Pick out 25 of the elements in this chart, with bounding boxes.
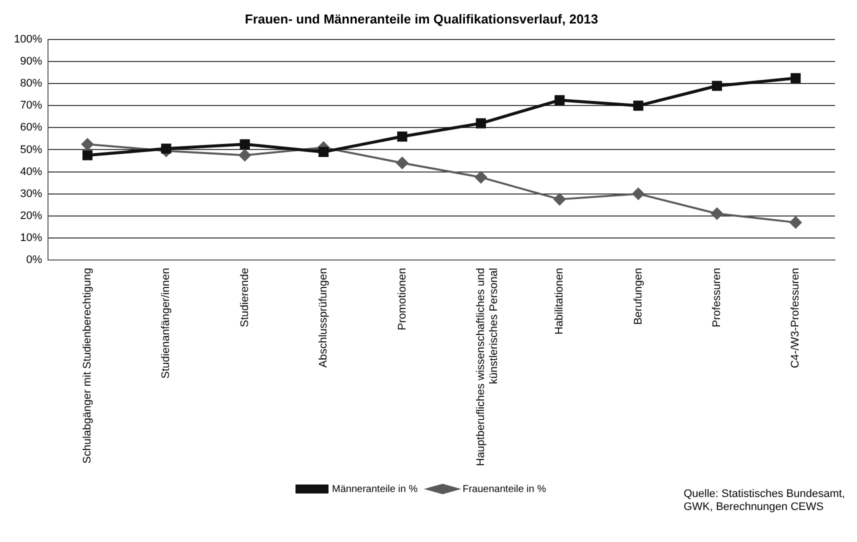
chart-title: Frauen- und Männeranteile im Qualifikationsverlauf, 2013 [244, 11, 598, 26]
y-tick-label: 90% [20, 56, 42, 68]
x-tick-label: Hauptberufliches wissenschaftliches und künstlerisches Personal [474, 268, 500, 466]
y-tick-label: 0% [26, 254, 42, 266]
y-tick-label: 20% [20, 210, 42, 222]
y-tick-label: 60% [20, 122, 42, 134]
source-note: Quelle: Statistisches Bundesamt, GWK, Berechnungen CEWS [684, 488, 845, 514]
x-tick-label: C4-/W3-Professuren [790, 268, 802, 368]
legend-label: Männeranteile in % [332, 484, 418, 495]
x-tick-label: Professuren [711, 268, 723, 328]
y-tick-label: 10% [20, 232, 42, 244]
y-tick-label: 70% [20, 100, 42, 112]
x-tick-label: Habilitationen [554, 268, 566, 335]
x-tick-label: Promotionen [396, 268, 408, 330]
y-tick-label: 100% [14, 34, 42, 46]
legend-label: Frauenanteile in % [462, 484, 546, 495]
y-tick-label: 50% [20, 144, 42, 156]
x-tick-label: Studienanfänger/innen [160, 268, 172, 379]
y-tick-label: 80% [20, 78, 42, 90]
x-tick-label: Schulabgänger mit Studienberechtigung [82, 268, 94, 464]
x-tick-label: Studierende [238, 268, 251, 328]
x-tick-label: Berufungen [632, 268, 644, 325]
y-tick-label: 30% [20, 188, 42, 200]
y-tick-label: 40% [20, 166, 42, 178]
x-tick-label: Abschlussprüfungen [318, 268, 330, 368]
